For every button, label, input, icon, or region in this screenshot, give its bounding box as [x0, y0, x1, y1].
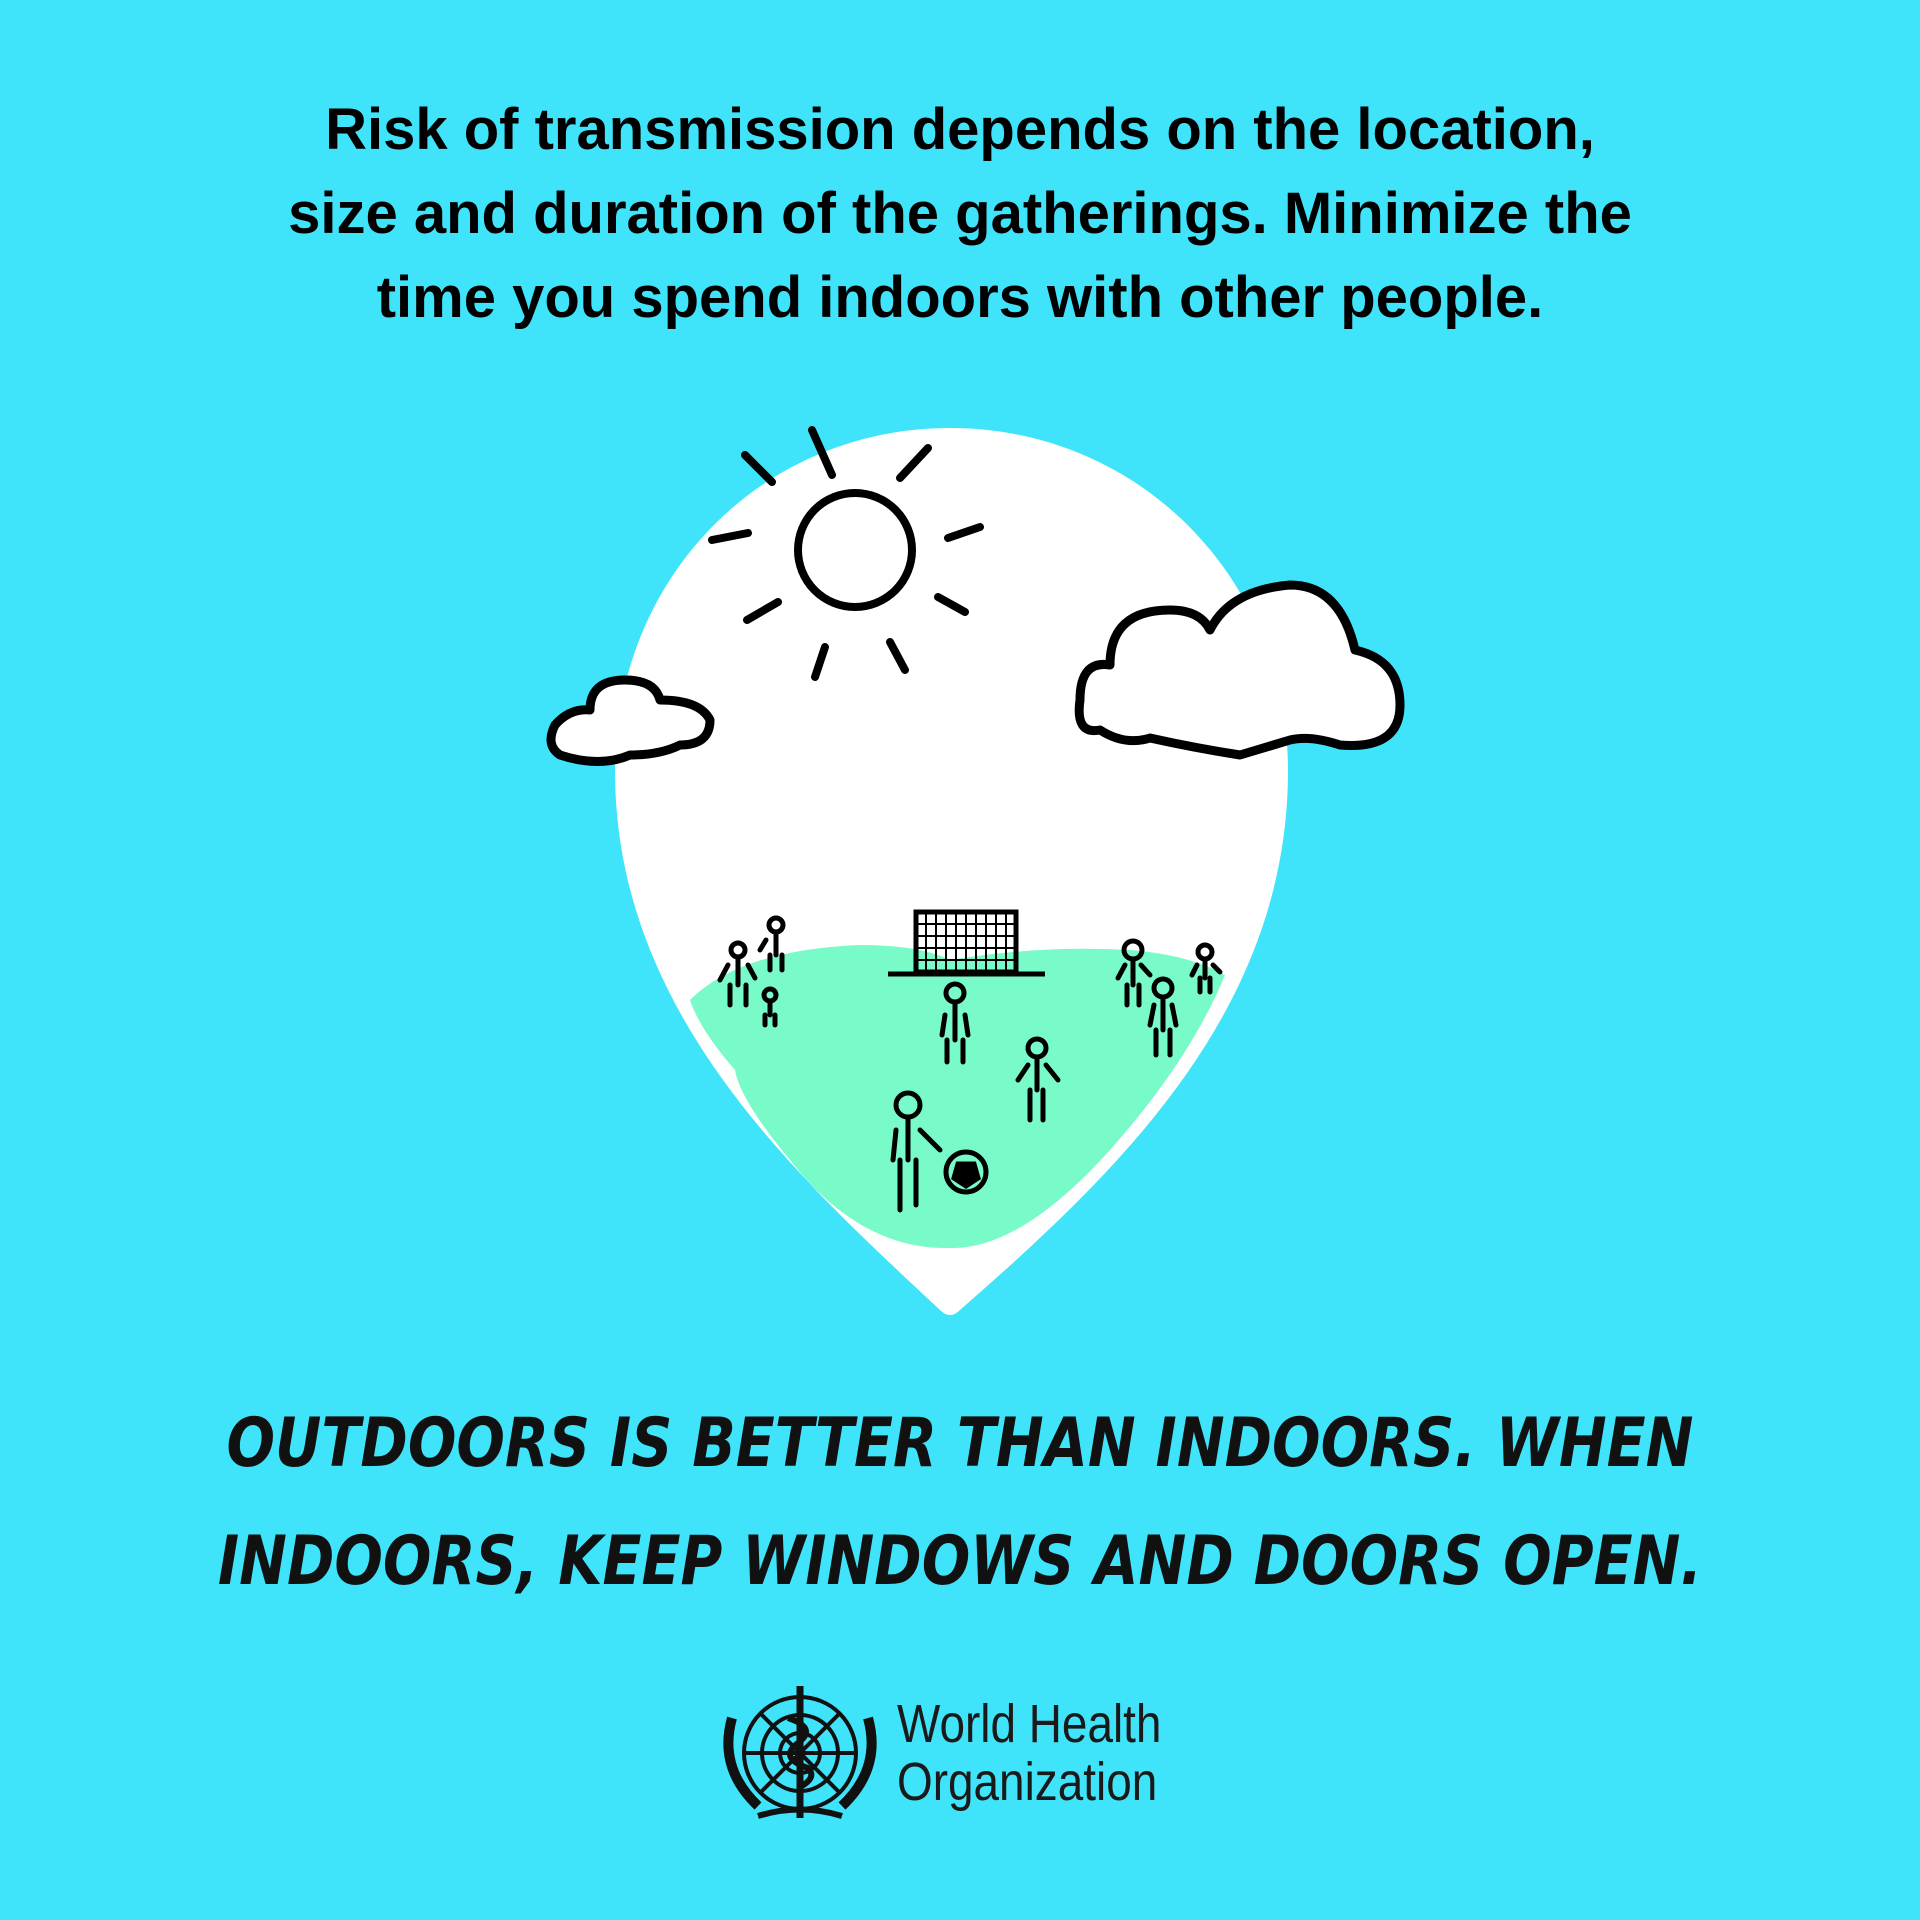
soccer-ball-icon — [943, 1149, 989, 1195]
logo-line-2: Organization — [897, 1752, 1158, 1812]
soccer-goal-icon — [888, 909, 1045, 977]
person-icon — [939, 981, 971, 1065]
players — [717, 915, 1223, 1213]
logo-line-1: World Health — [897, 1694, 1162, 1754]
grass-field — [690, 945, 1225, 1249]
person-icon — [717, 940, 758, 1008]
headline: Risk of transmission depends on the loca… — [100, 88, 1820, 340]
person-icon — [1147, 976, 1179, 1058]
tagline-line-2: indoors, keep windows and doors open. — [217, 1522, 1703, 1601]
person-icon — [1115, 938, 1153, 1008]
headline-line-3: time you spend indoors with other people… — [376, 265, 1544, 330]
tagline-line-1: Outdoors is better than indoors. When — [226, 1404, 1694, 1483]
person-icon — [1015, 1036, 1061, 1123]
headline-line-2: size and duration of the gatherings. Min… — [288, 181, 1632, 246]
sun-icon — [708, 426, 984, 681]
who-logo-text: World Health Organization — [897, 1695, 1161, 1811]
who-emblem-icon — [723, 1686, 877, 1819]
who-logo: World Health Organization — [718, 1678, 1208, 1828]
person-icon — [761, 986, 779, 1028]
person-icon — [1189, 942, 1223, 995]
tagline: Outdoors is better than indoors. When in… — [0, 1385, 1920, 1621]
headline-line-1: Risk of transmission depends on the loca… — [325, 97, 1595, 162]
cloud-icon — [546, 580, 1405, 766]
person-icon — [757, 915, 786, 973]
person-icon — [890, 1090, 943, 1213]
